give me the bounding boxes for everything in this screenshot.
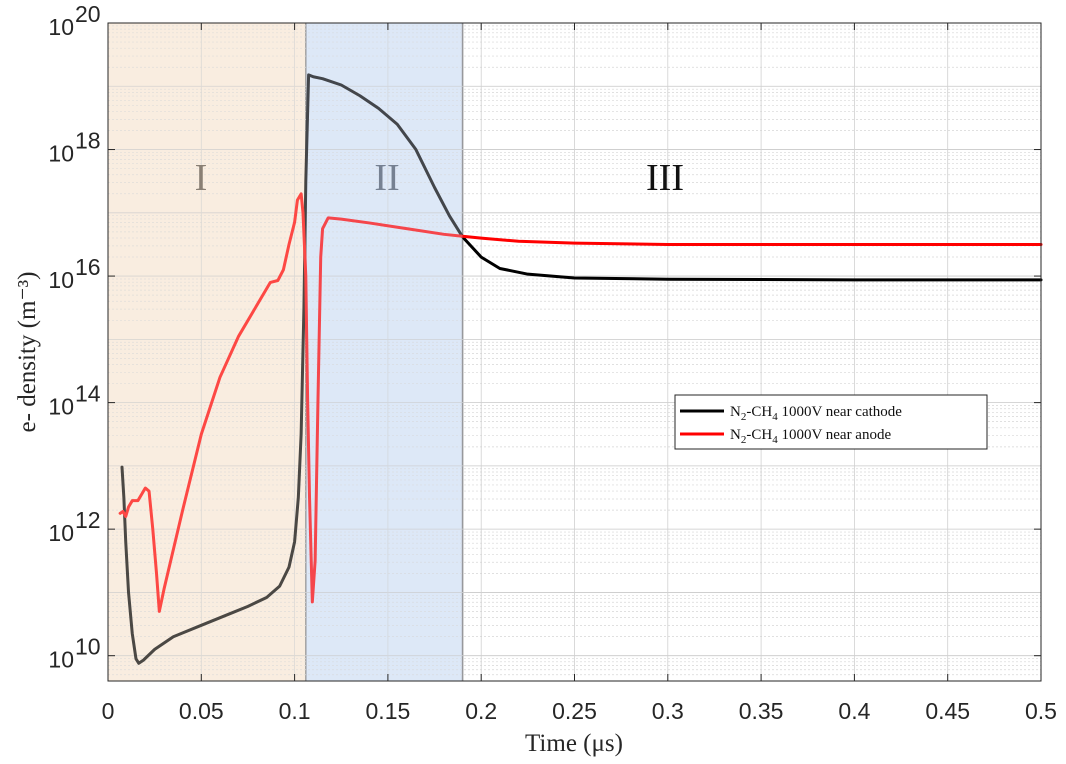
- x-tick-label: 0.35: [739, 698, 784, 724]
- y-tick-exponent: 18: [75, 128, 101, 154]
- x-axis-ticks: 0 0.05 0.1 0.15 0.2 0.25 0.3 0.35 0.4 0.45 0.5: [102, 23, 1057, 724]
- x-tick-label: 0.45: [925, 698, 970, 724]
- y-tick-exponent: 10: [75, 634, 101, 660]
- region-label-1: I: [195, 157, 208, 199]
- y-tick-label: 10: [48, 267, 74, 293]
- x-tick-label: 0.3: [652, 698, 684, 724]
- x-tick-label: 0.1: [279, 698, 311, 724]
- legend-entry-label: N2-CH4 1000V near anode: [730, 427, 891, 446]
- x-tick-label: 0: [102, 698, 115, 724]
- shaded-regions: [108, 23, 464, 681]
- y-tick-label: 10: [48, 394, 74, 420]
- y-tick-label: 10: [48, 520, 74, 546]
- series-line-cathode: [120, 73, 1043, 665]
- x-tick-label: 0.25: [552, 698, 597, 724]
- y-tick-exponent: 12: [75, 507, 101, 533]
- y-tick-exponent: 20: [75, 1, 101, 27]
- y-tick-label: 10: [48, 14, 74, 40]
- x-tick-label: 0.05: [179, 698, 224, 724]
- region-overlay-2: [305, 23, 463, 681]
- region-1-shading: [108, 23, 306, 681]
- x-axis-label: Time (μs): [525, 730, 623, 757]
- y-tick-label: 10: [48, 141, 74, 167]
- x-tick-label: 0.2: [465, 698, 497, 724]
- data-series: [108, 23, 1043, 681]
- region-overlay-1: [108, 23, 306, 681]
- x-tick-label: 0.4: [838, 698, 870, 724]
- region-label-3: III: [646, 157, 684, 199]
- x-tick-label: 0.5: [1025, 698, 1057, 724]
- y-axis-label: e- density (m⁻³): [14, 272, 41, 433]
- series-line-anode: [118, 192, 1043, 613]
- legend-entry-label: N2-CH4 1000V near cathode: [730, 404, 902, 423]
- legend: N2-CH4 1000V near cathode N2-CH4 1000V ne…: [674, 394, 988, 450]
- legend-box: [674, 394, 988, 450]
- region-label-2: II: [374, 157, 399, 199]
- x-tick-label: 0.15: [366, 698, 411, 724]
- region-labels: I II III: [195, 157, 684, 199]
- y-tick-exponent: 16: [75, 254, 101, 280]
- y-tick-label: 10: [48, 647, 74, 673]
- region-2-shading: [305, 23, 463, 681]
- y-tick-exponent: 14: [75, 381, 101, 407]
